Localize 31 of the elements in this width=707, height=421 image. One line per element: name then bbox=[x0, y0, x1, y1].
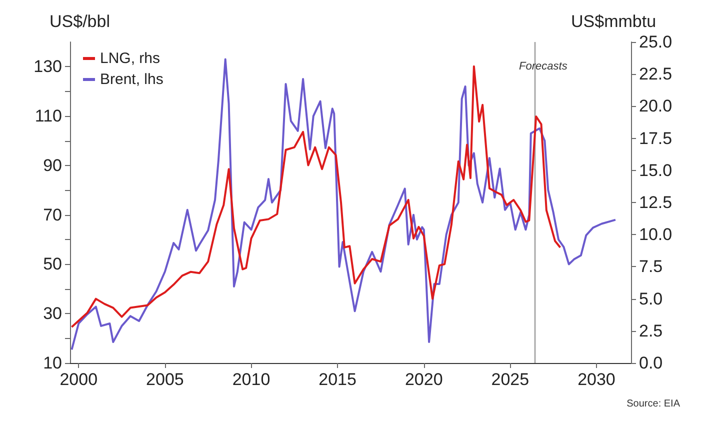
x-tick-label: 2020 bbox=[404, 370, 443, 389]
y2-tick-label: 7.5 bbox=[639, 257, 663, 276]
x-tick-label: 2010 bbox=[232, 370, 270, 389]
y2-tick-label: 22.5 bbox=[639, 64, 672, 84]
y2-tick-label: 25.0 bbox=[639, 32, 672, 52]
y2-tick-label: 12.5 bbox=[639, 193, 672, 212]
ref-line-label: Forecasts bbox=[519, 60, 568, 72]
legend-label: LNG, rhs bbox=[100, 50, 160, 67]
legend-label: Brent, lhs bbox=[100, 71, 164, 88]
y2-tick-label: 2.5 bbox=[639, 321, 663, 340]
y-tick-label: 10 bbox=[43, 354, 62, 372]
y2-axis-title: US$mmbtu bbox=[571, 12, 656, 31]
y2-tick-label: 0.0 bbox=[639, 354, 663, 372]
source-note: Source: EIA bbox=[626, 398, 680, 410]
y-tick-label: 130 bbox=[34, 57, 62, 76]
x-tick-label: 2030 bbox=[578, 370, 616, 389]
y-tick-label: 70 bbox=[43, 205, 62, 224]
y-tick-label: 90 bbox=[43, 156, 62, 175]
y2-tick-label: 20.0 bbox=[639, 96, 672, 116]
y2-tick-label: 15.0 bbox=[639, 160, 672, 180]
y2-tick-label: 10.0 bbox=[639, 225, 672, 244]
y-axis-title: US$/bbl bbox=[50, 12, 110, 31]
x-tick-label: 2005 bbox=[146, 370, 184, 389]
x-tick-label: 2025 bbox=[491, 370, 530, 389]
x-tick-label: 2015 bbox=[318, 370, 356, 389]
y2-tick-label: 17.5 bbox=[639, 128, 672, 148]
y2-tick-label: 5.0 bbox=[639, 289, 663, 308]
x-tick-label: 2000 bbox=[60, 370, 98, 389]
y-tick-label: 110 bbox=[34, 106, 62, 126]
y-tick-label: 50 bbox=[43, 254, 62, 274]
y-tick-label: 30 bbox=[43, 304, 62, 324]
